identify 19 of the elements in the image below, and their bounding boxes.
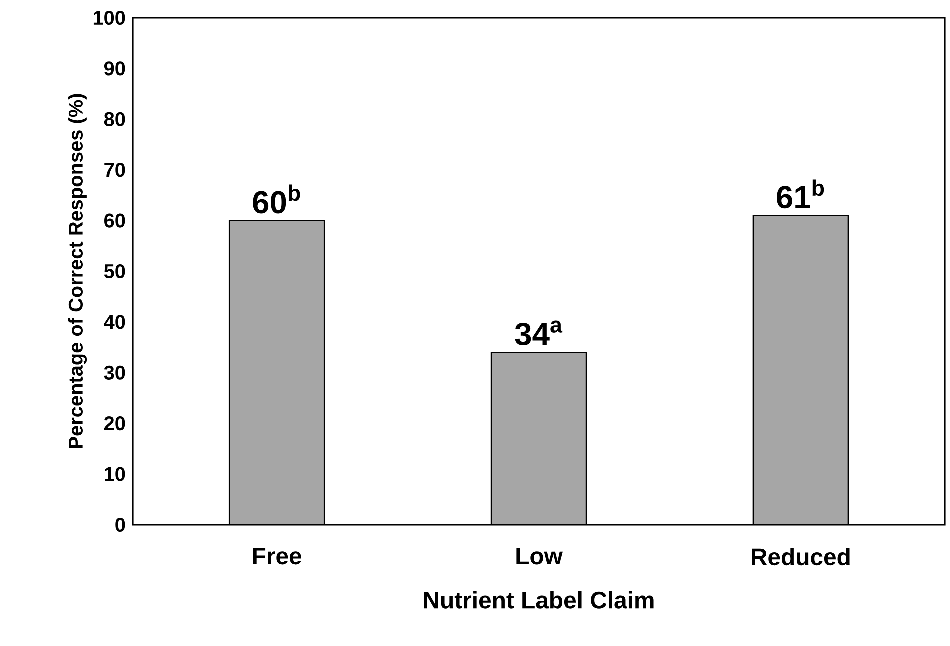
- x-tick-label: Reduced: [752, 548, 850, 566]
- y-tick-label: 70: [104, 163, 126, 178]
- y-tick-label: 0: [116, 518, 126, 532]
- data-label: 61$^{b}$: [777, 180, 824, 209]
- y-tick-label: 20: [104, 416, 126, 431]
- x-tick-label: Low: [516, 548, 563, 565]
- x-axis-title: Nutrient Label Claim: [424, 591, 654, 609]
- y-tick-label: 10: [105, 467, 126, 482]
- y-tick-label: 90: [104, 62, 126, 76]
- y-tick-label: 40: [104, 315, 126, 330]
- x-tick-label: Free: [253, 548, 302, 565]
- data-label: 60$^{b}$: [253, 184, 300, 214]
- y-tick-label: 50: [104, 264, 126, 279]
- y-tick-label: 100: [94, 10, 126, 26]
- y-tick-label: 30: [104, 366, 126, 380]
- y-tick-label: 80: [104, 112, 126, 126]
- y-tick-label: 60: [104, 214, 126, 228]
- data-label: 34$^{a}$: [515, 320, 563, 346]
- y-axis-title: Percentage of Correct Responses (%): [68, 94, 88, 448]
